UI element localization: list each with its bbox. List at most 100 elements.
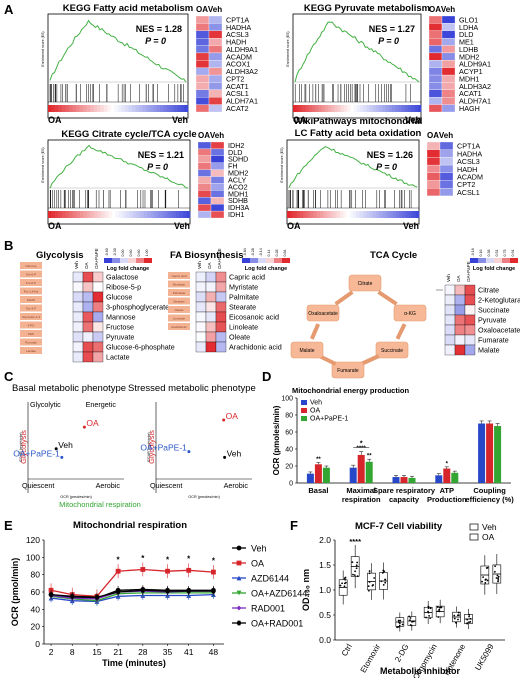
heatmap-gene-label: IDH1 [228, 210, 244, 219]
panel-d-energy-bar-chart: Mitochondrial energy production 0 20 40 60 80… [272, 386, 514, 504]
heatmap-cell [441, 60, 456, 68]
heatmap-cell [441, 30, 456, 39]
gsea-rank-gradient-cell [83, 105, 87, 112]
heatmap-cell [428, 45, 443, 54]
glycolysis-heatmap-cell [72, 321, 84, 333]
glycolysis-heatmap-cell [82, 331, 94, 343]
tca-heatmap-col-label: Veh [446, 274, 451, 282]
gsea-rank-gradient-cell [299, 105, 303, 112]
series-line-azd6144 [51, 593, 214, 603]
phenotype-point [223, 455, 227, 459]
bar-oa [400, 477, 408, 483]
box-dot [339, 584, 342, 587]
gsea-rank-gradient-cell [382, 211, 387, 218]
tca-node [306, 304, 340, 322]
y-tick-label: 0 [289, 481, 293, 488]
heatmap-gene-label: HADHA [457, 149, 482, 158]
gsea-rank-gradient-cell [143, 211, 148, 218]
box-dot [396, 626, 398, 629]
gsea-ylabel: Enrichment score (ES) [286, 31, 290, 66]
heatmap-gene-label: CPT2 [226, 74, 244, 83]
heatmap-gene-label: MDH1 [459, 74, 479, 83]
heatmap-gene-label: ACO2 [228, 182, 248, 191]
box-dot [355, 564, 358, 567]
heatmap-gene-label: HAGH [459, 104, 480, 113]
legend-swatch [469, 523, 479, 531]
box-dot [484, 581, 487, 584]
heatmap-cell [208, 30, 223, 39]
fa-heatmap-cell [195, 271, 207, 283]
heatmap-cell [195, 60, 210, 68]
tca-arrow [360, 354, 380, 366]
gsea-rank-gradient-cell [339, 211, 344, 218]
tca-scale-swatch [510, 258, 518, 263]
phenotype-xlabel-respiration: Mitochondrial respiration [59, 500, 141, 509]
heatmap-cell [208, 23, 223, 31]
heatmap-cell [210, 183, 225, 191]
fa-heatmap-col-label: OA+PaPE [217, 248, 222, 269]
gsea-rank-gradient-cell [156, 105, 161, 112]
gsea-p-value: P = 0 [147, 162, 168, 172]
series-line-veh [51, 588, 214, 599]
gsea-rank-gradient-cell [149, 105, 154, 112]
x-tick-label: Ctrl [340, 642, 354, 657]
gsea-rank-gradient-cell [119, 211, 123, 218]
heatmap-cell [210, 155, 225, 163]
x-axis-label: Metabolic inhibitor [380, 666, 460, 676]
box-dot [437, 616, 440, 618]
box-dot [469, 620, 472, 623]
bar-oa-pape-1 [322, 467, 330, 483]
heatmap-cell [426, 172, 441, 181]
heatmap-cell [428, 52, 443, 61]
chart-title: MCF-7 Cell viability [355, 521, 443, 532]
glycolysis-heatmap-cell [92, 301, 104, 313]
box-dot [381, 571, 384, 574]
box-dot [468, 613, 471, 616]
significance-mark: * [446, 461, 449, 467]
gsea-rank-gradient-cell [168, 211, 173, 218]
gsea-rank-gradient-cell [114, 105, 119, 112]
gsea-rank-gradient-cell [353, 211, 357, 218]
tca-heatmap-cell [454, 304, 466, 316]
box-dot [494, 565, 497, 568]
box-dot [485, 567, 488, 569]
heatmap-cell [428, 30, 443, 39]
gsea-rank-gradient-cell [100, 105, 105, 112]
gsea-rank-gradient-cell [55, 105, 59, 112]
gsea-rank-gradient-cell [115, 211, 120, 218]
gsea-rank-gradient-cell [310, 211, 314, 218]
fa-heatmap-cell [205, 291, 217, 303]
quadrant-quiescent: Quiescent [22, 481, 54, 490]
y-tick-label: 1.5 [319, 560, 331, 570]
gsea-rank-gradient-cell [62, 105, 66, 112]
gsea-rank-gradient-cell [379, 211, 383, 218]
x-tick-label: ATP [440, 486, 454, 495]
tca-heatmap-row-label: Citrate [478, 286, 499, 295]
heatmap-cell [428, 23, 443, 31]
box-dot [398, 622, 401, 625]
significance-mark: ** [316, 457, 321, 463]
heatmap-cell [197, 176, 212, 184]
fa-heatmap-cell [195, 301, 207, 313]
point-oa-rad001 [140, 587, 146, 593]
glycolysis-scale-swatch [144, 258, 152, 263]
x-tick-label: UK5099 [473, 642, 496, 672]
gsea-rank-gradient-cell [153, 105, 157, 112]
box-dot [352, 573, 354, 576]
heatmap-col-label: OA [196, 5, 208, 14]
heatmap-cell [428, 97, 443, 105]
gsea-frame [47, 139, 191, 225]
glycolysis-pathway-node [20, 270, 42, 278]
gsea-rank-gradient-cell [392, 211, 397, 218]
tca-arrow [334, 290, 354, 306]
gsea-rank-gradient-cell [128, 105, 133, 112]
bar-veh [478, 423, 486, 483]
glycolysis-scale-swatch [120, 258, 128, 263]
gsea-rank-gradient-cell [405, 211, 410, 218]
gsea-rank-gradient-cell [334, 105, 339, 112]
x-tick-label: 2-DG [393, 643, 410, 664]
heatmap-cell [210, 197, 225, 205]
y-tick-label: 100 [281, 396, 293, 403]
fa-scale-tick: -0.28 [251, 248, 255, 256]
fa-pathway-node-label: Stearate [173, 300, 185, 304]
